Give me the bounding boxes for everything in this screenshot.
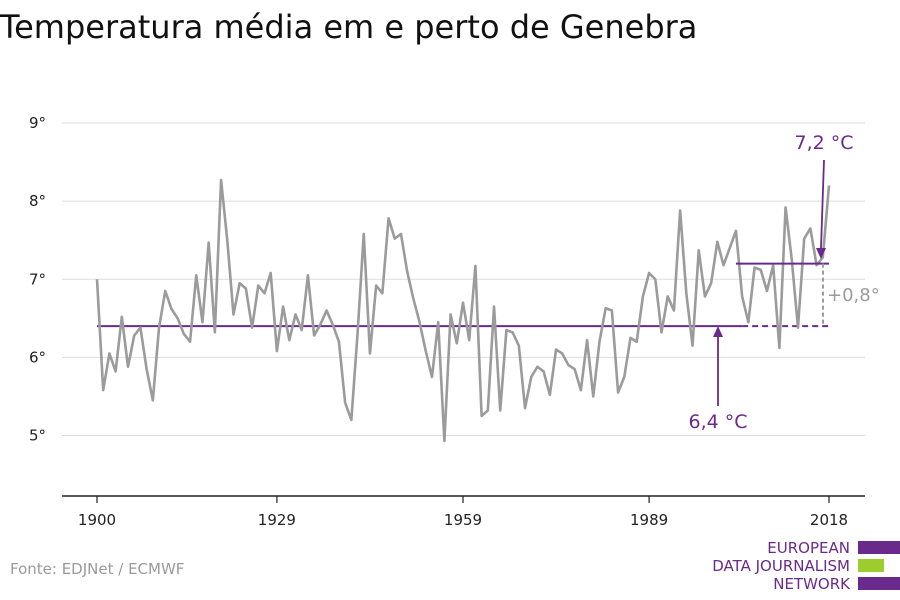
annotation-label-7-2: 7,2 °C [794,132,853,154]
chart-title: Temperatura média em e perto de Genebra [0,8,698,46]
logo-text-data-journalism: DATA JOURNALISM [712,557,850,575]
logo-bar-bottom [858,577,900,590]
x-tick-label-1929: 1929 [258,511,296,529]
x-tick-label-1900: 1900 [78,511,116,529]
x-tick-label-2018: 2018 [810,511,848,529]
difference-label: +0,8° [827,285,880,306]
logo-text-network: NETWORK [773,575,850,593]
annotation-arrow-7-2 [820,159,825,249]
annotation-arrowhead-6-4 [713,326,723,337]
logo-bar-middle [858,559,884,572]
logo-bar-top [858,541,900,554]
y-tick-label-6: 6° [29,348,46,366]
y-tick-label-7: 7° [29,270,46,288]
x-tick-label-1989: 1989 [630,511,668,529]
temperature-series-line [95,178,831,443]
edjnet-logo[interactable]: EUROPEAN DATA JOURNALISM NETWORK [700,538,900,596]
logo-text-european: EUROPEAN [767,539,850,557]
x-tick-label-1959: 1959 [444,511,482,529]
y-tick-label-9: 9° [29,114,46,132]
annotation-arrowhead-7-2 [816,248,826,259]
annotation-label-6-4: 6,4 °C [688,411,747,433]
y-tick-label-5: 5° [29,427,46,445]
source-note: Fonte: EDJNet / ECMWF [10,560,185,578]
y-tick-label-8: 8° [29,192,46,210]
